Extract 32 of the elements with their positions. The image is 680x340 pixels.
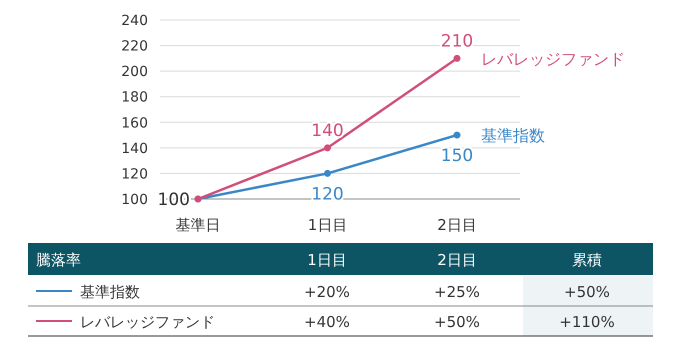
data-label: 150 — [440, 146, 474, 166]
y-tick-label: 200 — [121, 64, 148, 80]
x-tick-label: 基準日 — [176, 216, 220, 234]
x-tick-label: 1日目 — [308, 216, 348, 234]
category-label: 1日目 — [307, 251, 347, 269]
point — [324, 144, 331, 152]
y-tick-label: 160 — [121, 115, 148, 132]
text: 騰落率 — [36, 251, 81, 269]
text: レバレッジファンド — [481, 49, 625, 68]
y-tick-label: 120 — [121, 166, 148, 182]
text: 基準指数 — [481, 126, 545, 146]
text: +50% — [564, 283, 610, 301]
legend-label: 基準指数 — [80, 283, 140, 301]
y-tick-label: 240 — [121, 13, 148, 29]
text: 累積 — [572, 251, 602, 269]
data-label: 210 — [440, 31, 474, 52]
y-tick-label: 180 — [121, 90, 148, 106]
legend-label: レバレッジファンド — [80, 313, 215, 331]
y-tick-label: 100 — [121, 192, 148, 208]
text: +40% — [304, 313, 350, 331]
text: +20% — [304, 283, 350, 301]
data-label: 140 — [311, 120, 344, 141]
text: +50% — [434, 313, 480, 331]
category-label: 2日目 — [437, 251, 477, 269]
point — [454, 54, 460, 62]
x-tick-label: 2日目 — [437, 216, 477, 234]
point — [454, 132, 460, 139]
text: +25% — [434, 283, 480, 301]
y-tick-label: 140 — [121, 140, 148, 157]
y-tick-label: 220 — [121, 38, 148, 55]
point — [324, 170, 331, 177]
text: +110% — [559, 313, 615, 331]
